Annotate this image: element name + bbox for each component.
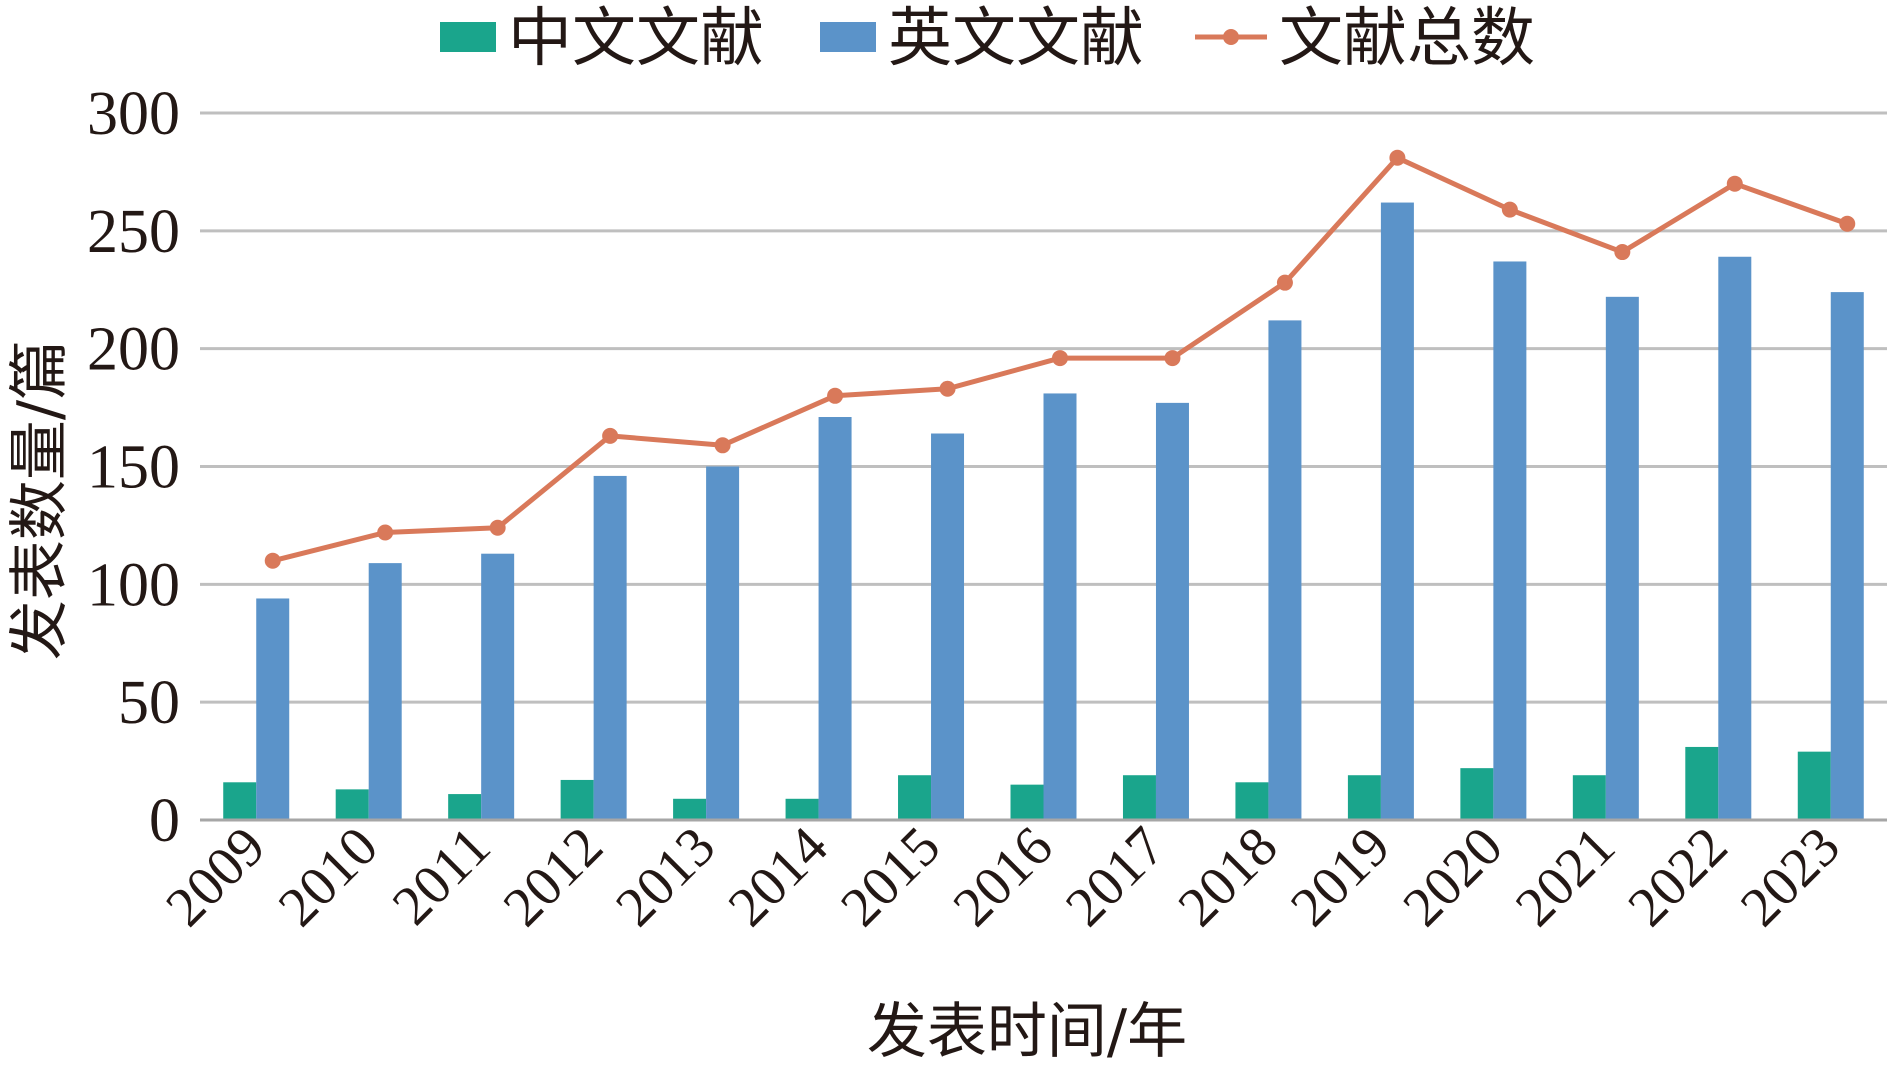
bar-zh-2021 [1572, 775, 1606, 820]
bars [223, 202, 1864, 821]
x-tick-label: 2021 [1504, 815, 1627, 938]
x-tick-label: 2016 [942, 815, 1065, 938]
x-tick-label: 2015 [829, 815, 952, 938]
x-tick-label: 2013 [604, 815, 727, 938]
bar-zh-2019 [1347, 775, 1381, 820]
bar-zh-2020 [1460, 768, 1494, 820]
x-tick-label: 2023 [1729, 815, 1852, 938]
bar-zh-2012 [560, 779, 594, 820]
legend-label-2: 文献总数 [1279, 2, 1535, 76]
line-point-2017 [1164, 350, 1181, 367]
y-tick-label: 300 [87, 80, 180, 148]
legend-marker-2 [1223, 29, 1239, 45]
y-tick-label: 150 [87, 434, 180, 502]
y-tick-label: 250 [87, 198, 180, 266]
y-tick-label: 100 [87, 551, 180, 619]
legend-label-0: 中文文献 [508, 2, 764, 76]
x-tick-label: 2012 [492, 815, 615, 938]
bar-zh-2014 [785, 798, 819, 820]
bar-zh-2022 [1685, 746, 1719, 820]
line-point-2009 [264, 552, 281, 569]
bar-zh-2013 [673, 798, 707, 820]
bar-zh-2011 [448, 794, 482, 820]
bar-zh-2015 [898, 775, 932, 820]
x-tick-label: 2020 [1392, 815, 1515, 938]
legend-label-1: 英文文献 [888, 2, 1144, 76]
line-point-2023 [1839, 215, 1856, 232]
bar-en-2013 [706, 466, 740, 820]
bar-en-2020 [1493, 261, 1527, 821]
x-tick-label: 2022 [1616, 815, 1739, 938]
x-tick-label: 2019 [1279, 815, 1402, 938]
legend-swatch-0 [440, 22, 496, 52]
bar-zh-2010 [335, 789, 369, 820]
bar-en-2018 [1268, 320, 1302, 820]
bar-en-2021 [1605, 296, 1639, 820]
line-point-2018 [1276, 274, 1293, 291]
line-point-2021 [1614, 244, 1631, 261]
line-point-2013 [714, 437, 731, 454]
bar-en-2017 [1155, 402, 1189, 820]
y-axis-title: 发表数量/篇 [5, 340, 75, 660]
bar-zh-2009 [223, 782, 257, 820]
line-point-2014 [827, 387, 844, 404]
bar-en-2014 [818, 417, 852, 820]
y-tick-label: 0 [149, 787, 180, 855]
total-line [264, 149, 1856, 569]
line-point-2012 [602, 427, 619, 444]
line-point-2020 [1501, 201, 1518, 218]
x-tick-label: 2010 [267, 815, 390, 938]
x-tick-label: 2018 [1167, 815, 1290, 938]
legend-swatch-1 [820, 22, 876, 52]
line-point-2022 [1726, 175, 1743, 192]
bar-en-2022 [1718, 256, 1752, 820]
y-tick-label: 200 [87, 316, 180, 384]
bar-en-2019 [1380, 202, 1414, 820]
legend: 中文文献 英文文献 文献总数 [440, 2, 1535, 76]
bar-en-2009 [256, 598, 290, 820]
bar-en-2016 [1043, 393, 1077, 820]
y-tick-label: 50 [118, 669, 180, 737]
bar-en-2015 [931, 433, 965, 820]
bar-zh-2017 [1122, 775, 1156, 820]
x-axis-title: 发表时间/年 [867, 997, 1187, 1067]
x-tick-label: 2017 [1054, 815, 1177, 938]
line-point-2011 [489, 519, 506, 536]
x-tick-label: 2011 [381, 815, 503, 937]
bar-en-2023 [1830, 292, 1864, 820]
line-point-2015 [939, 380, 956, 397]
bar-zh-2016 [1010, 784, 1044, 820]
line-point-2019 [1389, 149, 1406, 166]
line-point-2010 [377, 524, 394, 541]
x-tick-label: 2014 [717, 815, 840, 938]
line-point-2016 [1052, 350, 1068, 367]
bar-zh-2023 [1797, 751, 1831, 820]
bar-en-2012 [593, 475, 627, 820]
bar-zh-2018 [1235, 782, 1269, 820]
bar-en-2011 [481, 553, 515, 820]
bar-en-2010 [368, 563, 402, 820]
